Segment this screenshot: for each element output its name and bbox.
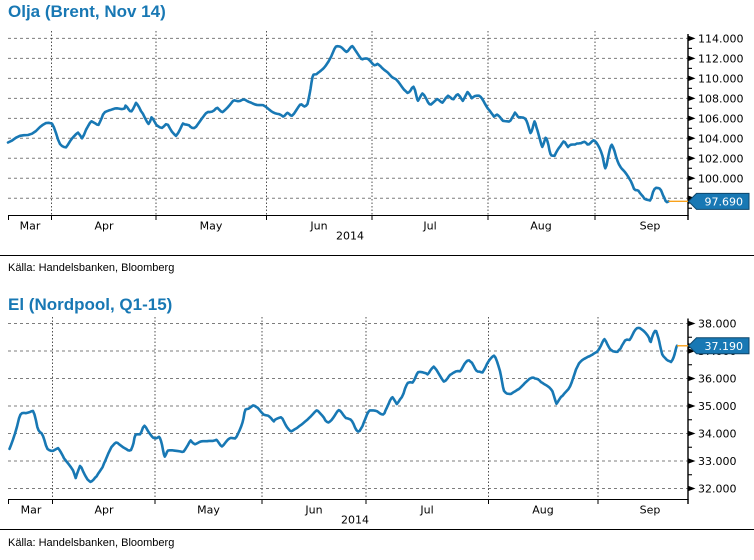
y-tick-label: 34.000 bbox=[698, 428, 737, 441]
price-line bbox=[6, 44, 670, 204]
y-axis-major-tick bbox=[688, 135, 696, 142]
y-tick-label: 112.000 bbox=[698, 52, 744, 65]
y-axis-major-tick bbox=[688, 175, 696, 182]
x-tick-label: Aug bbox=[532, 503, 553, 516]
year-label: 2014 bbox=[341, 514, 369, 527]
y-tick-label: 36.000 bbox=[698, 373, 737, 386]
y-axis-major-tick bbox=[688, 35, 696, 42]
y-tick-label: 35.000 bbox=[698, 400, 737, 413]
y-tick-label: 106.000 bbox=[698, 112, 744, 125]
y-axis-major-tick bbox=[688, 348, 696, 354]
x-tick-label: Sep bbox=[640, 219, 661, 232]
source-caption-electricity: Källa: Handelsbanken, Bloomberg bbox=[8, 537, 175, 549]
last-value-tag-label: 97.690 bbox=[705, 196, 744, 209]
y-tick-label: 38.000 bbox=[698, 318, 737, 331]
x-tick-label: Apr bbox=[94, 219, 114, 232]
y-tick-label: 108.000 bbox=[698, 92, 744, 105]
x-tick-label: May bbox=[200, 219, 223, 232]
y-axis-major-tick bbox=[688, 75, 696, 82]
y-tick-label: 33.000 bbox=[698, 455, 737, 468]
y-axis-major-tick bbox=[688, 403, 696, 409]
y-tick-label: 110.000 bbox=[698, 72, 744, 85]
y-tick-label: 32.000 bbox=[698, 483, 737, 496]
chart-title-oil: Olja (Brent, Nov 14) bbox=[8, 2, 166, 21]
y-axis-major-tick bbox=[688, 95, 696, 102]
y-axis-major-tick bbox=[688, 55, 696, 62]
y-tick-label: 100.000 bbox=[698, 172, 744, 185]
x-tick-label: Mar bbox=[21, 503, 42, 516]
separator-line-top bbox=[0, 255, 754, 256]
year-label: 2014 bbox=[336, 230, 364, 243]
x-tick-label: Jul bbox=[422, 219, 436, 232]
y-tick-label: 102.000 bbox=[698, 152, 744, 165]
y-axis-major-tick bbox=[688, 320, 696, 327]
x-tick-label: Jun bbox=[309, 219, 327, 232]
separator-line-bottom bbox=[0, 529, 754, 530]
y-axis-major-tick bbox=[688, 375, 696, 382]
x-tick-label: Mar bbox=[20, 219, 41, 232]
x-tick-label: Jul bbox=[419, 503, 433, 516]
y-axis-major-tick bbox=[688, 155, 696, 162]
x-tick-label: Aug bbox=[530, 219, 551, 232]
electricity-price-chart: 38.00037.00036.00035.00034.00033.00032.0… bbox=[8, 317, 750, 527]
last-value-tag-label: 37.190 bbox=[705, 340, 744, 353]
x-tick-label: Jun bbox=[304, 503, 322, 516]
oil-price-chart: 114.000 112.000 110.000 108.000 106.000 104.0… bbox=[6, 31, 750, 243]
source-caption-oil: Källa: Handelsbanken, Bloomberg bbox=[8, 262, 175, 274]
y-axis-major-tick bbox=[688, 430, 696, 437]
x-tick-label: Sep bbox=[640, 503, 661, 516]
y-tick-label: 104.000 bbox=[698, 132, 744, 145]
last-value-tag bbox=[687, 337, 750, 355]
price-line bbox=[8, 326, 679, 484]
chart-title-electricity: El (Nordpool, Q1-15) bbox=[8, 294, 173, 314]
y-axis-major-tick bbox=[688, 115, 696, 122]
y-axis-major-tick bbox=[688, 458, 696, 464]
y-axis-major-tick bbox=[688, 485, 696, 492]
y-tick-label: 114.000 bbox=[698, 32, 744, 45]
x-tick-label: Apr bbox=[94, 503, 114, 516]
x-tick-label: May bbox=[197, 503, 220, 516]
last-value-tag bbox=[687, 192, 750, 210]
